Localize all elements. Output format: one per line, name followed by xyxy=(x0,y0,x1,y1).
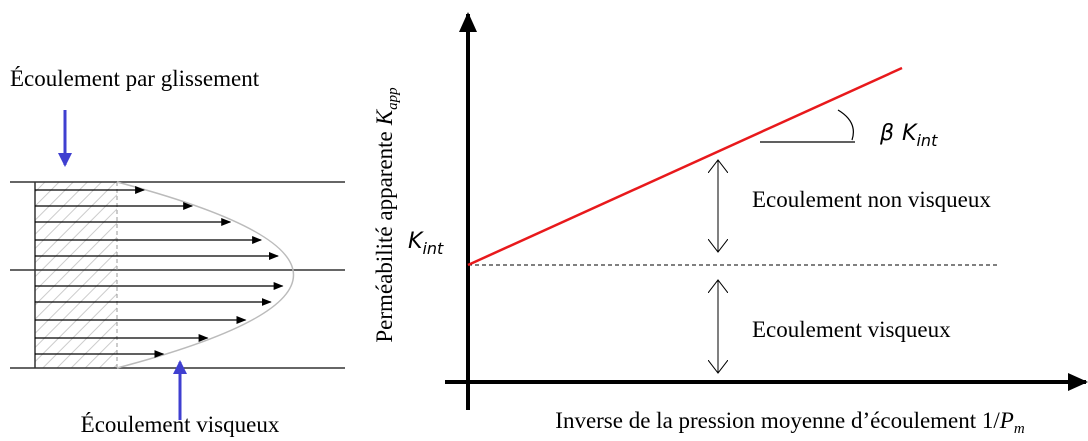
label-text: Perméabilité apparente xyxy=(372,131,397,342)
intercept-label: Kint xyxy=(408,229,444,258)
pipe xyxy=(10,181,345,369)
label-text: Inverse de la pression moyenne d’écoulem… xyxy=(555,408,1000,433)
symbol: P xyxy=(999,408,1014,433)
bottom-label: Écoulement visqueux xyxy=(81,412,280,437)
subscript: app xyxy=(385,87,401,110)
slope-arc xyxy=(837,109,854,141)
symbol: K xyxy=(408,229,424,254)
trend-line xyxy=(467,66,903,267)
y-axis-label: Perméabilité apparente Kapp xyxy=(372,87,401,343)
region-label: Ecoulement visqueux xyxy=(752,317,951,342)
subscript: int xyxy=(422,239,444,258)
prefix: β xyxy=(879,121,894,146)
slope-label: β Kint xyxy=(879,121,938,150)
symbol: K xyxy=(372,108,397,126)
region-label: Ecoulement non visqueux xyxy=(752,187,991,212)
x-axis-label: Inverse de la pression moyenne d’écoulem… xyxy=(555,408,1025,437)
top-label: Écoulement par glissement xyxy=(10,66,260,91)
subscript: m xyxy=(1014,421,1025,437)
subscript: int xyxy=(916,131,938,150)
symbol: K xyxy=(902,121,918,146)
